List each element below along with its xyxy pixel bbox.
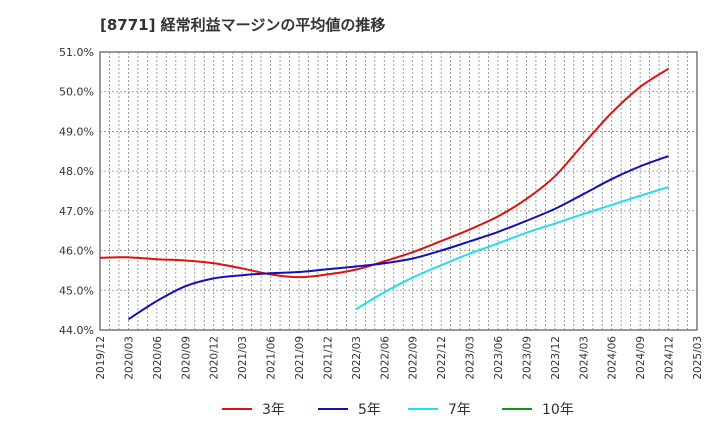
- x-tick-label: 2022/09: [408, 336, 420, 380]
- grid-lines: [100, 52, 697, 330]
- y-axis-ticks: 44.0% 45.0% 46.0% 47.0% 48.0% 49.0% 50.0% 51.0%: [59, 46, 94, 337]
- chart-title: [8771] 経常利益マージンの平均値の推移: [100, 16, 386, 34]
- x-tick-label: 2020/12: [209, 336, 221, 380]
- plot-area: [99, 51, 698, 331]
- plot-frame: [99, 51, 698, 331]
- x-tick-label: 2023/09: [521, 336, 533, 380]
- x-tick-label: 2020/06: [152, 336, 164, 380]
- x-tick-label: 2020/03: [123, 336, 135, 380]
- series-line-1: [127, 155, 669, 321]
- y-tick-label: 50.0%: [59, 86, 94, 99]
- y-tick-label: 49.0%: [59, 125, 94, 138]
- x-tick-label: 2022/03: [351, 336, 363, 380]
- x-tick-label: 2021/03: [237, 336, 249, 380]
- y-tick-label: 44.0%: [59, 324, 94, 337]
- series-line-2: [355, 186, 669, 311]
- x-tick-label: 2024/06: [607, 336, 619, 380]
- legend-label-1: 5年: [358, 402, 381, 418]
- x-tick-label: 2020/09: [180, 336, 192, 380]
- x-tick-label: 2021/06: [266, 336, 278, 380]
- x-tick-label: 2023/03: [465, 336, 477, 380]
- x-tick-label: 2022/06: [379, 336, 391, 380]
- x-axis-ticks: 2019/12 2020/03 2020/06 2020/09 2020/12 2021/…: [95, 336, 704, 380]
- series-line-0: [99, 67, 670, 279]
- x-tick-label: 2025/03: [692, 336, 704, 380]
- y-tick-label: 51.0%: [59, 46, 94, 59]
- x-tick-label: 2024/03: [578, 336, 590, 380]
- x-tick-label: 2023/06: [493, 336, 505, 380]
- legend-label-3: 10年: [542, 402, 574, 418]
- legend-label-0: 3年: [262, 402, 285, 418]
- x-tick-label: 2021/12: [322, 336, 334, 380]
- y-tick-label: 46.0%: [59, 245, 94, 258]
- x-tick-label: 2022/12: [436, 336, 448, 380]
- x-tick-label: 2021/09: [294, 336, 306, 380]
- y-tick-label: 48.0%: [59, 165, 94, 178]
- x-tick-label: 2023/12: [550, 336, 562, 380]
- y-tick-label: 47.0%: [59, 205, 94, 218]
- legend-label-2: 7年: [448, 402, 471, 418]
- x-tick-label: 2024/12: [664, 336, 676, 380]
- y-tick-label: 45.0%: [59, 284, 94, 297]
- x-tick-label: 2019/12: [95, 336, 107, 380]
- series-lines: [99, 67, 670, 321]
- x-tick-label: 2024/09: [635, 336, 647, 380]
- legend: 3年 5年 7年 10年: [222, 402, 574, 418]
